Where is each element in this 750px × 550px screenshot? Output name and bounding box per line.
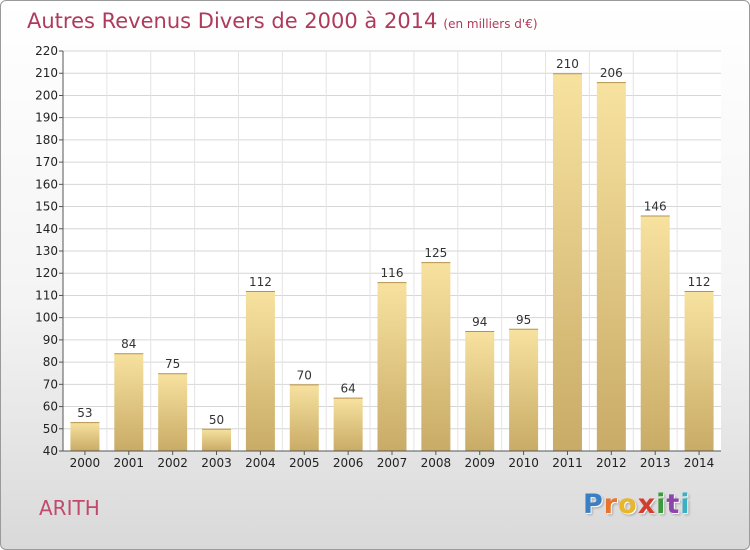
value-label: 146 — [644, 199, 667, 213]
x-tick-label: 2011 — [552, 456, 583, 470]
x-tick-label: 2009 — [464, 456, 495, 470]
chart-title: Autres Revenus Divers de 2000 à 2014 (en … — [27, 9, 538, 33]
value-label: 94 — [472, 315, 487, 329]
place-name: ARITH — [39, 496, 100, 520]
x-tick-label: 2012 — [596, 456, 627, 470]
value-label: 116 — [381, 266, 404, 280]
value-label: 206 — [600, 66, 623, 80]
y-tick-label: 110 — [35, 288, 58, 302]
bar — [552, 73, 582, 451]
logo-letter: r — [603, 489, 619, 520]
bar — [377, 282, 407, 451]
bar — [114, 353, 144, 451]
bar — [596, 82, 626, 451]
x-tick-label: 2005 — [289, 456, 320, 470]
x-tick-label: 2007 — [377, 456, 408, 470]
axes — [59, 50, 721, 455]
y-tick-label: 180 — [35, 133, 58, 147]
bar — [158, 373, 188, 451]
y-tick-label: 120 — [35, 266, 58, 280]
y-tick-label: 160 — [35, 177, 58, 191]
y-tick-label: 170 — [35, 155, 58, 169]
value-label: 210 — [556, 57, 579, 71]
logo-letter: i — [680, 489, 691, 520]
value-label: 75 — [165, 357, 180, 371]
y-tick-label: 140 — [35, 222, 58, 236]
x-tick-label: 2004 — [245, 456, 276, 470]
x-tick-label: 2002 — [157, 456, 188, 470]
bar — [202, 428, 232, 451]
bars — [70, 73, 714, 451]
value-label: 112 — [688, 275, 711, 289]
bar — [640, 215, 670, 451]
bar — [465, 331, 495, 451]
value-label: 70 — [297, 368, 312, 382]
x-tick-label: 2006 — [333, 456, 364, 470]
y-tick-label: 190 — [35, 111, 58, 125]
value-label: 50 — [209, 413, 224, 427]
x-tick-label: 2013 — [640, 456, 671, 470]
y-tick-label: 40 — [43, 444, 58, 458]
x-tick-label: 2001 — [114, 456, 145, 470]
y-tick-label: 220 — [35, 44, 58, 58]
y-tick-label: 80 — [43, 355, 58, 369]
logo-letter: P — [583, 489, 604, 520]
y-tick-label: 150 — [35, 200, 58, 214]
y-tick-label: 60 — [43, 400, 58, 414]
value-label: 84 — [121, 337, 136, 351]
bar — [289, 384, 319, 451]
y-tick-label: 50 — [43, 422, 58, 436]
bar — [684, 291, 714, 451]
proxiti-logo[interactable]: Proxiti — [583, 489, 691, 520]
bar — [421, 262, 451, 451]
y-tick-label: 130 — [35, 244, 58, 258]
bar — [509, 328, 539, 451]
bar — [333, 397, 363, 451]
logo-letter: x — [637, 489, 657, 520]
bar — [245, 291, 275, 451]
chart-title-main: Autres Revenus Divers de 2000 à 2014 — [27, 9, 438, 33]
y-tick-label: 90 — [43, 333, 58, 347]
logo-letter: o — [618, 489, 638, 520]
x-tick-label: 2003 — [201, 456, 232, 470]
y-tick-labels: 40 50 60 70 80 90 100 110 120 130 140 150 160 170 180 1… — [35, 44, 58, 458]
x-tick-label: 2014 — [684, 456, 715, 470]
y-tick-label: 210 — [35, 66, 58, 80]
value-label: 112 — [249, 275, 272, 289]
logo-letter: t — [666, 489, 681, 520]
bar — [70, 422, 100, 451]
y-tick-label: 100 — [35, 311, 58, 325]
logo-letter: i — [656, 489, 667, 520]
x-tick-label: 2008 — [421, 456, 452, 470]
value-label: 53 — [77, 406, 92, 420]
y-tick-label: 200 — [35, 88, 58, 102]
y-tick-label: 70 — [43, 377, 58, 391]
value-labels: 53 84 75 50 112 70 64 116 125 94 95 210 206 146 112 — [77, 57, 710, 427]
x-tick-label: 2000 — [70, 456, 101, 470]
value-label: 95 — [516, 313, 531, 327]
value-label: 64 — [340, 382, 355, 396]
value-label: 125 — [424, 246, 447, 260]
x-tick-labels: 2000 2001 2002 2003 2004 2005 2006 2007 2008 2009… — [70, 456, 715, 470]
chart-subtitle: (en milliers d'€) — [443, 17, 538, 31]
x-tick-label: 2010 — [508, 456, 539, 470]
